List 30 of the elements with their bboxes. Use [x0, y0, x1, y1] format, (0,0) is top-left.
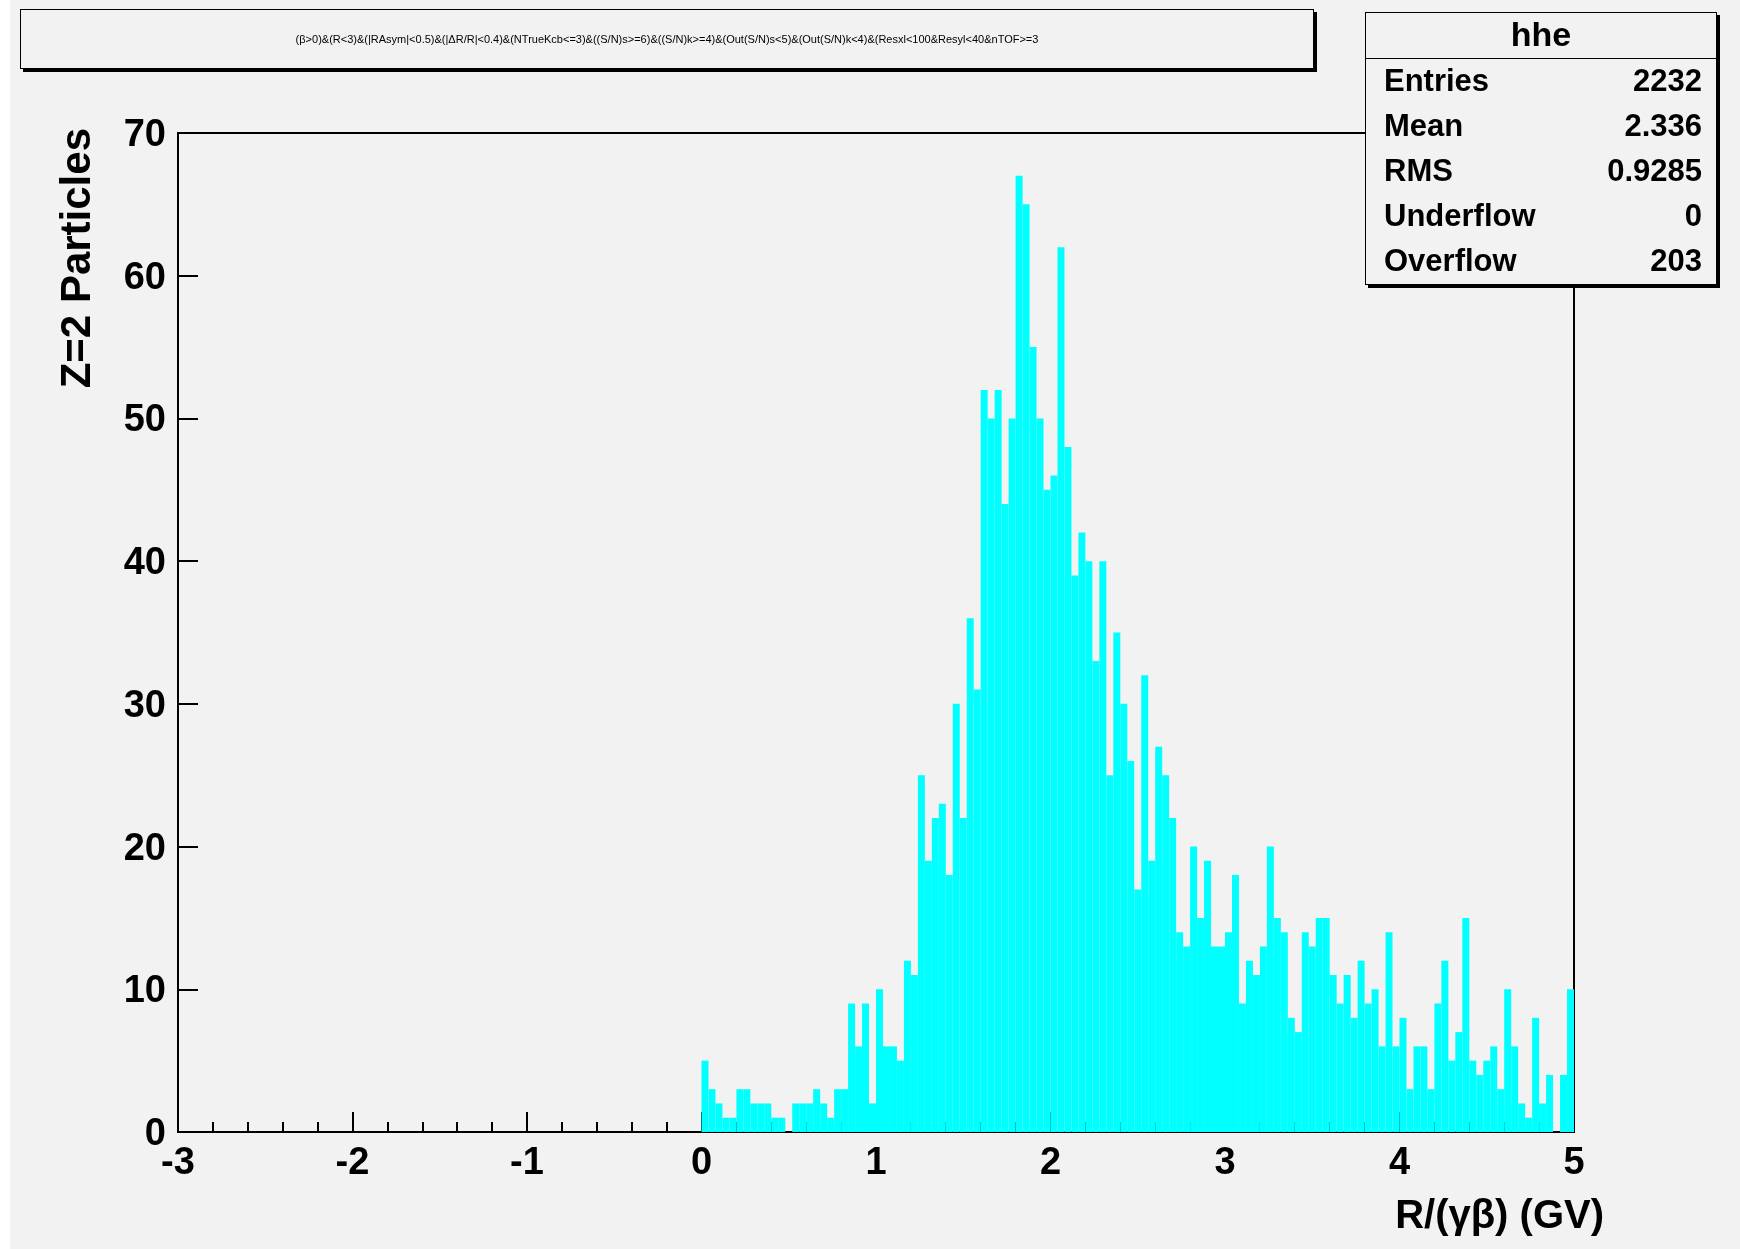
text: 0: [1684, 198, 1702, 234]
y-tick-label: 50: [123, 397, 166, 440]
y-tick-label: 70: [123, 112, 166, 154]
annotation: Underflow: [1384, 198, 1536, 234]
annotation: RMS: [1384, 153, 1453, 189]
annotation: Mean: [1384, 108, 1464, 144]
x-tick-label: 3: [1214, 1140, 1236, 1182]
x-axis-title: R/(γβ) (GV): [1395, 1192, 1604, 1236]
x-tick-label: -1: [510, 1140, 544, 1182]
x-tick-label: 4: [1388, 1140, 1411, 1182]
y-tick-label: 30: [123, 682, 166, 725]
annotation: Overflow: [1384, 243, 1517, 279]
y-tick-label: 40: [123, 540, 166, 583]
x-tick-label: -2: [335, 1140, 370, 1182]
text: 2232: [1633, 63, 1702, 99]
y-tick-label: 10: [123, 968, 166, 1011]
x-tick-label: 2: [1039, 1140, 1062, 1182]
text: 203: [1650, 243, 1702, 279]
y-axis-title: Z=2 Particles: [52, 128, 100, 389]
y-tick-label: 60: [123, 254, 166, 297]
text: 0.9285: [1607, 153, 1702, 189]
text: hhe: [1366, 13, 1716, 59]
text: 2.336: [1624, 108, 1702, 144]
x-tick-label: 0: [690, 1140, 713, 1182]
text: Entries: [1384, 63, 1490, 99]
y-tick-label: 0: [144, 1111, 166, 1153]
chart-title: (β>0)&(R<3)&(|RAsym|<0.5)&(|ΔR/R|<0.4)&(NTrueKcb<=3)&((S/N)s>=6)&((S/N)k>=4)&(Out(S/N)s<5)&(Out(S/N)k<4)&(Resxl<100&Resyl<40&nTOF>=3: [20, 9, 1314, 69]
x-tick-label: 5: [1563, 1140, 1585, 1182]
y-tick-label: 20: [123, 825, 166, 868]
x-tick-label: 1: [865, 1140, 887, 1182]
